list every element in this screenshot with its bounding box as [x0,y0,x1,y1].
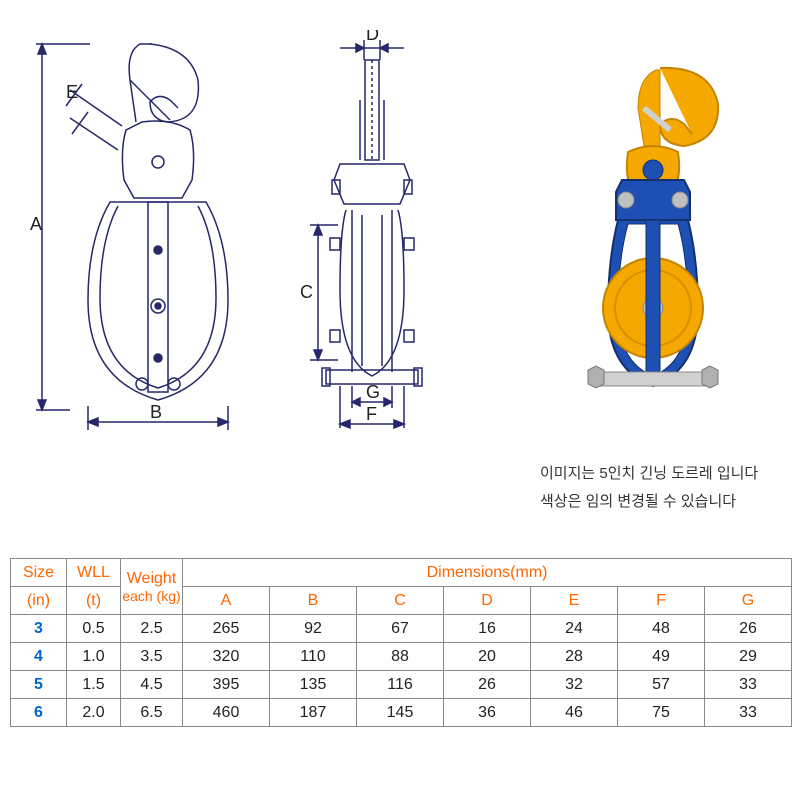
table-cell: 32 [531,671,618,699]
table-cell: 110 [270,643,357,671]
table-cell: 33 [705,671,792,699]
table-cell: 48 [618,615,705,643]
table-cell: 6.5 [121,699,183,727]
hdr-col-b: B [270,587,357,615]
table-cell: 75 [618,699,705,727]
hdr-wll-bot: (t) [67,587,121,615]
hdr-dimensions: Dimensions(mm) [183,559,792,587]
tech-drawing-front: A E B [30,30,230,430]
table-cell: 92 [270,615,357,643]
table-cell: 1.0 [67,643,121,671]
table-cell: 187 [270,699,357,727]
table-cell: 2.5 [121,615,183,643]
hdr-col-f: F [618,587,705,615]
hdr-wll-top: WLL [67,559,121,587]
hdr-col-c: C [357,587,444,615]
table-cell: 5 [11,671,67,699]
hdr-size-bot: (in) [11,587,67,615]
table-cell: 3 [11,615,67,643]
table-cell: 395 [183,671,270,699]
hdr-col-a: A [183,587,270,615]
table-cell: 145 [357,699,444,727]
table-cell: 1.5 [67,671,121,699]
diagram-area: A E B [0,10,800,460]
dim-label-d: D [366,30,379,44]
table-cell: 57 [618,671,705,699]
table-cell: 24 [531,615,618,643]
hdr-col-g: G [705,587,792,615]
table-cell: 0.5 [67,615,121,643]
table-cell: 460 [183,699,270,727]
caption-line-1: 이미지는 5인치 긴닝 도르레 입니다 [540,462,758,483]
dim-label-f: F [366,404,377,424]
table-cell: 46 [531,699,618,727]
table-row: 41.03.53201108820284929 [11,643,792,671]
table-cell: 49 [618,643,705,671]
table-cell: 6 [11,699,67,727]
table-cell: 20 [444,643,531,671]
table-cell: 29 [705,643,792,671]
table-cell: 135 [270,671,357,699]
table-row: 62.06.546018714536467533 [11,699,792,727]
dim-label-e: E [66,82,78,102]
dim-label-g: G [366,382,380,402]
table-row: 51.54.539513511626325733 [11,671,792,699]
dim-label-a: A [30,214,42,234]
hdr-col-e: E [531,587,618,615]
table-header-row-1: Size WLL Weight each (kg) Dimensions(mm) [11,559,792,587]
hdr-col-d: D [444,587,531,615]
product-photo [560,60,740,410]
table-cell: 265 [183,615,270,643]
table-cell: 4 [11,643,67,671]
table-cell: 16 [444,615,531,643]
table-cell: 36 [444,699,531,727]
table-cell: 26 [444,671,531,699]
table-cell: 320 [183,643,270,671]
table-cell: 67 [357,615,444,643]
dim-label-b: B [150,402,162,422]
table-cell: 2.0 [67,699,121,727]
table-cell: 28 [531,643,618,671]
table-cell: 116 [357,671,444,699]
dim-label-c: C [300,282,313,302]
spec-table: Size WLL Weight each (kg) Dimensions(mm)… [10,558,790,727]
table-cell: 26 [705,615,792,643]
caption-line-2: 색상은 임의 변경될 수 있습니다 [540,490,736,511]
tech-drawing-side: D C G F [280,30,460,430]
hdr-weight: Weight each (kg) [121,559,183,615]
table-cell: 33 [705,699,792,727]
table-cell: 3.5 [121,643,183,671]
hdr-size-top: Size [11,559,67,587]
table-cell: 88 [357,643,444,671]
table-cell: 4.5 [121,671,183,699]
table-row: 30.52.5265926716244826 [11,615,792,643]
